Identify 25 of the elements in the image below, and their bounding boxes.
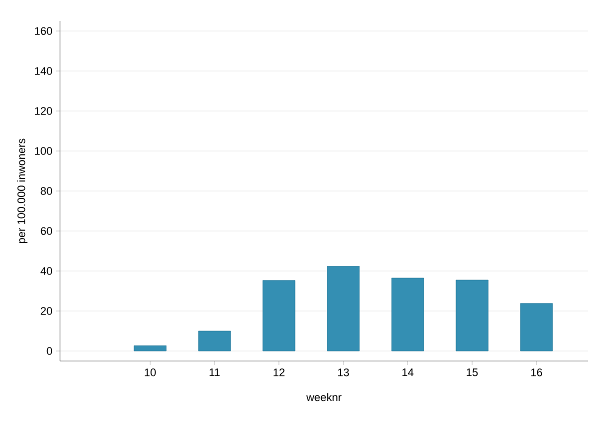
bar bbox=[134, 345, 166, 352]
bar bbox=[198, 330, 231, 352]
x-axis-title: weeknr bbox=[306, 393, 342, 402]
x-tick-label: 12 bbox=[274, 368, 284, 376]
x-tick-label: 14 bbox=[402, 368, 414, 376]
x-tick-label: 10 bbox=[144, 368, 156, 376]
y-axis-title: per 100.000 inwoners bbox=[17, 138, 28, 243]
y-tick-label: 100 bbox=[35, 147, 52, 155]
y-tick-label: 160 bbox=[35, 27, 52, 35]
bar bbox=[520, 303, 553, 352]
y-tick-label: 80 bbox=[40, 187, 52, 195]
x-tick-label: 16 bbox=[531, 368, 542, 376]
y-tick-label: 60 bbox=[40, 227, 52, 235]
x-tick-label: 15 bbox=[466, 368, 478, 376]
bar bbox=[327, 266, 360, 352]
bar bbox=[262, 280, 296, 352]
y-tick-label: 120 bbox=[35, 107, 52, 115]
y-tick-label: 20 bbox=[40, 307, 52, 315]
y-tick-label: 140 bbox=[35, 67, 52, 75]
x-tick-label: 13 bbox=[338, 368, 349, 376]
y-tick-label: 0 bbox=[46, 347, 52, 355]
y-tick-label: 40 bbox=[40, 267, 52, 275]
bar bbox=[391, 278, 424, 352]
bar bbox=[456, 280, 488, 352]
x-tick-label: 11 bbox=[210, 368, 220, 376]
